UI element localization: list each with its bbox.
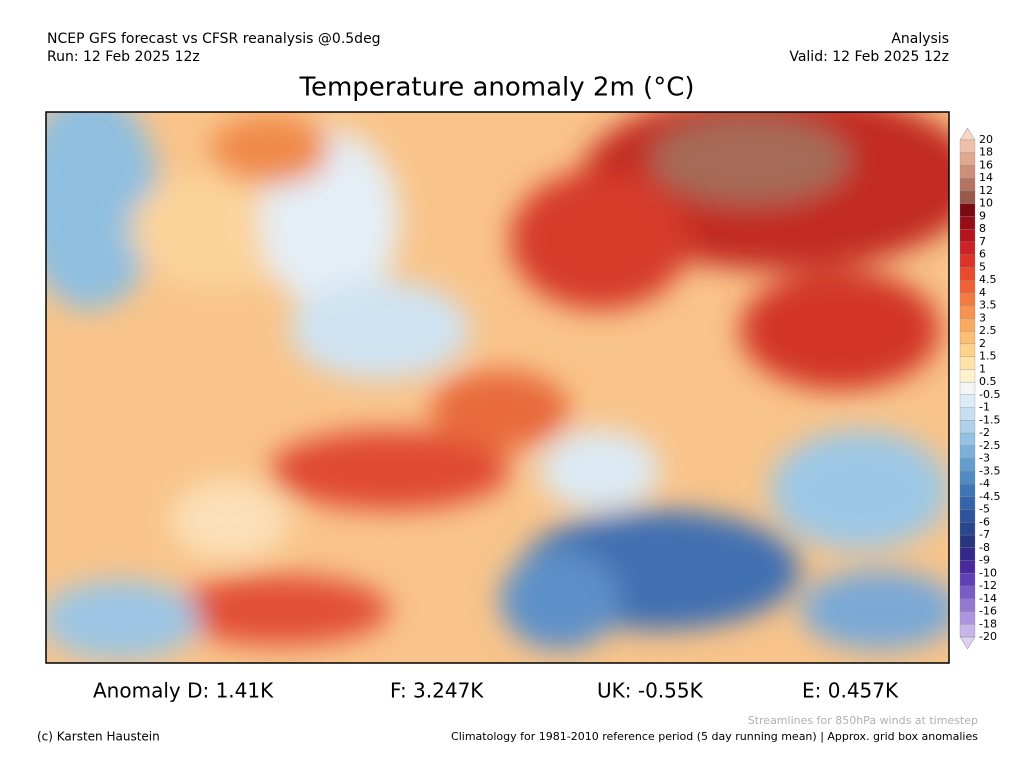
colorbar-box: [959, 573, 976, 587]
colorbar-label: 7: [979, 235, 986, 248]
colorbar-box: [959, 178, 976, 192]
colorbar-label: 10: [979, 197, 993, 210]
colorbar-label: 12: [979, 184, 993, 197]
anomaly-d: Anomaly D: 1.41K: [93, 679, 274, 703]
colorbar-label: -3: [979, 452, 990, 465]
colorbar-box: [959, 560, 976, 574]
colorbar: 201816141210987654.543.532.521.510.5-0.5…: [959, 127, 1000, 650]
colorbar-box: [959, 229, 976, 243]
colorbar-label: -5: [979, 503, 990, 516]
colorbar-box: [959, 165, 976, 179]
colorbar-label: 0.5: [979, 375, 997, 388]
colorbar-label: -8: [979, 541, 990, 554]
colorbar-label: 18: [979, 146, 993, 159]
colorbar-box: [959, 598, 976, 612]
colorbar-label: 4: [979, 286, 986, 299]
colorbar-box: [959, 611, 976, 625]
map-title: Temperature anomaly 2m (°C): [299, 73, 695, 103]
header-right-1: Analysis: [891, 31, 949, 47]
colorbar-label: 9: [979, 209, 986, 222]
colorbar-label: -2.5: [979, 439, 1000, 452]
colorbar-label: 2: [979, 337, 986, 350]
colorbar-label: 6: [979, 248, 986, 261]
credit: (c) Karsten Haustein: [37, 730, 160, 744]
colorbar-label: 3: [979, 311, 986, 324]
colorbar-label: -7: [979, 528, 990, 541]
colorbar-label: -16: [979, 605, 997, 618]
colorbar-label: 1.5: [979, 350, 997, 363]
colorbar-box: [959, 280, 976, 294]
colorbar-label: 1: [979, 362, 986, 375]
colorbar-box: [959, 496, 976, 510]
colorbar-top-arrow: [959, 127, 976, 141]
colorbar-label: 3.5: [979, 299, 997, 312]
streamlines-note: Streamlines for 850hPa winds at timestep: [748, 714, 978, 727]
colorbar-label: 14: [979, 171, 993, 184]
map-frame: [45, 111, 950, 664]
colorbar-label: -9: [979, 554, 990, 567]
colorbar-box: [959, 381, 976, 396]
colorbar-box: [959, 585, 976, 599]
anomaly-e: E: 0.457K: [802, 679, 899, 703]
colorbar-label: 4.5: [979, 273, 997, 286]
colorbar-box: [959, 483, 976, 497]
colorbar-box: [959, 407, 976, 421]
colorbar-box: [959, 318, 976, 332]
colorbar-label: 16: [979, 158, 993, 171]
colorbar-box: [959, 509, 976, 523]
colorbar-label: -3.5: [979, 464, 1000, 477]
header-left-1: NCEP GFS forecast vs CFSR reanalysis @0.…: [47, 31, 381, 47]
colorbar-box: [959, 203, 976, 217]
colorbar-box: [959, 471, 976, 485]
colorbar-box: [959, 267, 976, 281]
colorbar-label: -0.5: [979, 388, 1000, 401]
colorbar-box: [959, 445, 976, 459]
colorbar-bottom-arrow: [959, 636, 976, 650]
colorbar-label: -4: [979, 477, 990, 490]
colorbar-box: [959, 356, 976, 370]
header-left-2: Run: 12 Feb 2025 12z: [47, 49, 200, 65]
colorbar-label: 8: [979, 222, 986, 235]
colorbar-box: [959, 343, 976, 357]
colorbar-label: -6: [979, 515, 990, 528]
climatology-note: Climatology for 1981-2010 reference peri…: [451, 730, 978, 743]
colorbar-box: [959, 624, 976, 638]
colorbar-box: [959, 432, 976, 446]
header-right-2: Valid: 12 Feb 2025 12z: [789, 49, 949, 65]
colorbar-label: -14: [979, 592, 997, 605]
colorbar-box: [959, 254, 976, 268]
colorbar-label: 2.5: [979, 324, 997, 337]
colorbar-label: -1: [979, 401, 990, 414]
colorbar-label: -10: [979, 566, 997, 579]
colorbar-label: -12: [979, 579, 997, 592]
map: [46, 112, 949, 663]
colorbar-box: [959, 534, 976, 548]
colorbar-box: [959, 394, 976, 408]
colorbar-label: -4.5: [979, 490, 1000, 503]
colorbar-box: [959, 139, 976, 153]
colorbar-box: [959, 305, 976, 319]
colorbar-box: [959, 216, 976, 230]
colorbar-box: [959, 241, 976, 255]
colorbar-box: [959, 458, 976, 472]
colorbar-box: [959, 522, 976, 536]
colorbar-box: [959, 331, 976, 345]
colorbar-label: 20: [979, 133, 993, 146]
anomaly-f: F: 3.247K: [390, 679, 484, 703]
colorbar-label: -2: [979, 426, 990, 439]
colorbar-box: [959, 547, 976, 561]
colorbar-box: [959, 420, 976, 434]
colorbar-box: [959, 190, 976, 204]
colorbar-label: 5: [979, 260, 986, 273]
colorbar-box: [959, 152, 976, 166]
colorbar-label: -18: [979, 617, 997, 630]
colorbar-box: [959, 369, 976, 383]
anomaly-uk: UK: -0.55K: [597, 679, 704, 703]
colorbar-label: -1.5: [979, 413, 1000, 426]
colorbar-label: -20: [979, 630, 997, 643]
colorbar-box: [959, 292, 976, 306]
